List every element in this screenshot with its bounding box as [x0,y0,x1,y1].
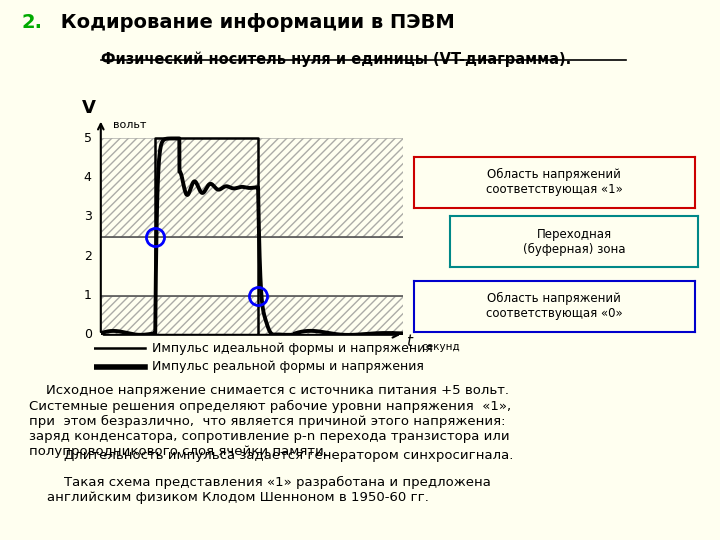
Text: 4: 4 [84,171,91,184]
Text: Импульс идеальной формы и напряжения: Импульс идеальной формы и напряжения [152,342,433,355]
Text: Физический носитель нуля и единицы (VT-диаграмма).: Физический носитель нуля и единицы (VT-д… [101,51,571,67]
Text: вольт: вольт [113,120,146,130]
Text: Переходная
(буферная) зона: Переходная (буферная) зона [523,227,626,256]
Text: 2: 2 [84,250,91,263]
Text: t: t [406,334,413,349]
Text: Область напряжений
соответствующая «0»: Область напряжений соответствующая «0» [486,292,623,321]
Text: 3: 3 [84,211,91,224]
Text: Область напряжений
соответствующая «1»: Область напряжений соответствующая «1» [486,168,623,197]
Text: Такая схема представления «1» разработана и предложена
английским физиком Клодом: Такая схема представления «1» разработан… [47,476,490,504]
Text: 1: 1 [84,289,91,302]
Text: секунд: секунд [421,342,460,353]
Text: Кодирование информации в ПЭВМ: Кодирование информации в ПЭВМ [54,14,455,32]
Text: Исходное напряжение снимается с источника питания +5 вольт.
Системные решения оп: Исходное напряжение снимается с источник… [29,384,511,458]
Text: 2.: 2. [22,14,42,32]
Text: V: V [82,99,96,117]
Text: Импульс реальной формы и напряжения: Импульс реальной формы и напряжения [152,361,424,374]
Text: 5: 5 [84,132,91,145]
Text: Длительность импульса задается генератором синхросигнала.: Длительность импульса задается генератор… [47,449,513,462]
Text: 0: 0 [84,328,91,341]
